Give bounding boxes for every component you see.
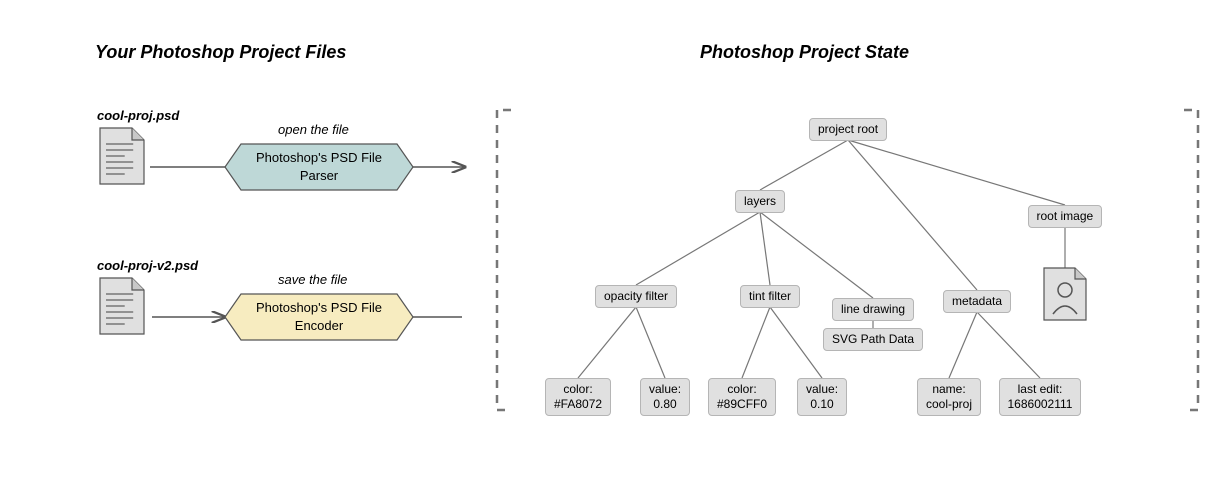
tree-node-color2: color: #89CFF0 — [708, 378, 776, 416]
open-file-label: open the file — [278, 122, 349, 137]
encoder-label: Photoshop's PSD File Encoder — [256, 299, 382, 334]
encoder-hexagon: Photoshop's PSD File Encoder — [225, 294, 413, 340]
parser-label: Photoshop's PSD File Parser — [256, 149, 382, 184]
tree-node-svg-path: SVG Path Data — [823, 328, 923, 351]
save-file-label: save the file — [278, 272, 347, 287]
tree-node-opacity: opacity filter — [595, 285, 677, 308]
tree-node-last-edit: last edit: 1686002111 — [999, 378, 1082, 416]
tree-node-value2: value: 0.10 — [797, 378, 847, 416]
tree-node-root-image: root image — [1028, 205, 1103, 228]
parser-hexagon: Photoshop's PSD File Parser — [225, 144, 413, 190]
right-section-title: Photoshop Project State — [700, 42, 909, 63]
tree-node-tint: tint filter — [740, 285, 800, 308]
diagram-svg — [0, 0, 1230, 501]
tree-node-metadata: metadata — [943, 290, 1011, 313]
tree-node-value1: value: 0.80 — [640, 378, 690, 416]
left-section-title: Your Photoshop Project Files — [95, 42, 346, 63]
tree-node-name: name: cool-proj — [917, 378, 981, 416]
file1-label: cool-proj.psd — [97, 108, 179, 123]
tree-node-line-drawing: line drawing — [832, 298, 914, 321]
file2-label: cool-proj-v2.psd — [97, 258, 198, 273]
tree-node-root: project root — [809, 118, 887, 141]
tree-node-color1: color: #FA8072 — [545, 378, 611, 416]
tree-node-layers: layers — [735, 190, 785, 213]
